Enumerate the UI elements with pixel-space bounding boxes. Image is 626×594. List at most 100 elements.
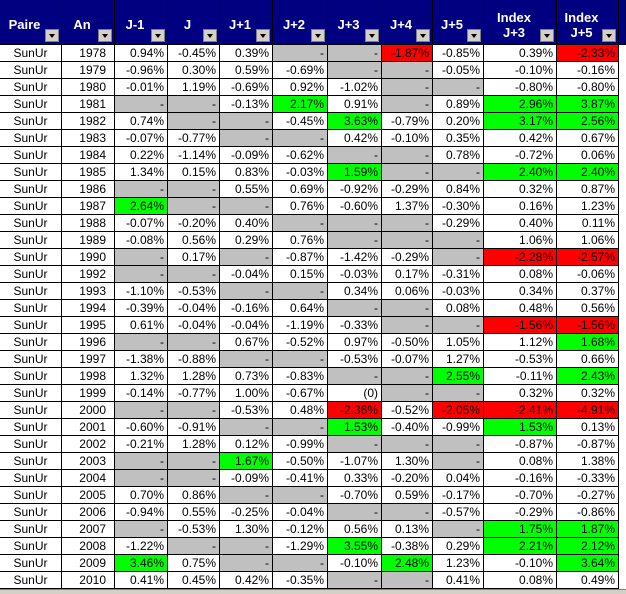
value-cell: -0.29% xyxy=(484,504,557,521)
filter-button[interactable] xyxy=(416,29,430,42)
pair-cell: SunUr xyxy=(0,385,62,402)
value-cell: -0.04% xyxy=(168,317,220,334)
filter-button[interactable] xyxy=(151,29,165,42)
value-cell: 0.06% xyxy=(557,147,619,164)
value-cell: -0.53% xyxy=(328,351,382,368)
value-cell: -0.16% xyxy=(484,470,557,487)
filter-button[interactable] xyxy=(256,29,270,42)
value-cell: -0.08% xyxy=(115,232,168,249)
year-cell: 2009 xyxy=(62,555,115,572)
value-cell: 1.38% xyxy=(557,453,619,470)
value-cell: 0.15% xyxy=(273,266,328,283)
value-cell: - xyxy=(382,147,433,164)
value-cell: - xyxy=(115,334,168,351)
value-cell: 0.91% xyxy=(328,96,382,113)
value-cell: -0.50% xyxy=(382,334,433,351)
value-cell: -0.91% xyxy=(168,419,220,436)
year-cell: 2003 xyxy=(62,453,115,470)
year-cell: 1989 xyxy=(62,232,115,249)
value-cell: 0.87% xyxy=(557,181,619,198)
value-cell: -0.09% xyxy=(220,147,273,164)
value-cell: 2.40% xyxy=(484,164,557,181)
value-cell: - xyxy=(168,538,220,555)
value-cell: - xyxy=(328,436,382,453)
value-cell: -0.10% xyxy=(484,555,557,572)
value-cell: - xyxy=(220,538,273,555)
value-cell: -0.94% xyxy=(115,504,168,521)
value-cell: 1.30% xyxy=(220,521,273,538)
value-cell: 0.13% xyxy=(382,521,433,538)
value-cell: - xyxy=(168,453,220,470)
value-cell: - xyxy=(433,317,484,334)
filter-button[interactable] xyxy=(45,29,59,42)
value-cell: 0.59% xyxy=(220,62,273,79)
filter-button[interactable] xyxy=(203,29,217,42)
value-cell: -1.22% xyxy=(115,538,168,555)
value-cell: 0.22% xyxy=(115,147,168,164)
year-cell: 2006 xyxy=(62,504,115,521)
value-cell: -0.35% xyxy=(273,572,328,589)
value-cell: 0.08% xyxy=(484,266,557,283)
year-cell: 2007 xyxy=(62,521,115,538)
value-cell: -0.80% xyxy=(557,79,619,96)
pair-cell: SunUr xyxy=(0,45,62,62)
year-cell: 2008 xyxy=(62,538,115,555)
value-cell: 0.66% xyxy=(557,351,619,368)
filter-button[interactable] xyxy=(98,29,112,42)
year-cell: 1985 xyxy=(62,164,115,181)
value-cell: 3.64% xyxy=(557,555,619,572)
value-cell: - xyxy=(382,572,433,589)
filter-button[interactable] xyxy=(311,29,325,42)
value-cell: 0.55% xyxy=(168,504,220,521)
value-cell: - xyxy=(382,300,433,317)
value-cell: -0.16% xyxy=(557,62,619,79)
value-cell: 0.34% xyxy=(328,283,382,300)
value-cell: -0.11% xyxy=(484,368,557,385)
value-cell: 0.41% xyxy=(433,572,484,589)
value-cell: 1.06% xyxy=(484,232,557,249)
filter-button[interactable] xyxy=(540,29,554,42)
value-cell: -0.52% xyxy=(382,402,433,419)
filter-button[interactable] xyxy=(602,29,616,42)
value-cell: - xyxy=(168,266,220,283)
year-cell: 1982 xyxy=(62,113,115,130)
value-cell: -1.14% xyxy=(168,147,220,164)
pair-cell: SunUr xyxy=(0,572,62,589)
value-cell: - xyxy=(328,45,382,62)
value-cell: 0.55% xyxy=(220,181,273,198)
value-cell: -0.21% xyxy=(115,436,168,453)
value-cell: 1.23% xyxy=(557,198,619,215)
column-header: J+5 xyxy=(433,0,484,45)
year-cell: 2004 xyxy=(62,470,115,487)
value-cell: -1.87% xyxy=(382,45,433,62)
value-cell: - xyxy=(433,521,484,538)
value-cell: - xyxy=(433,453,484,470)
value-cell: 0.39% xyxy=(484,45,557,62)
column-header: J xyxy=(168,0,220,45)
value-cell: -1.56% xyxy=(484,317,557,334)
value-cell: 0.67% xyxy=(220,334,273,351)
value-cell: 1.06% xyxy=(557,232,619,249)
pair-cell: SunUr xyxy=(0,164,62,181)
year-cell: 2002 xyxy=(62,436,115,453)
value-cell: - xyxy=(115,249,168,266)
value-cell: - xyxy=(328,300,382,317)
value-cell: -0.67% xyxy=(273,385,328,402)
value-cell: -0.70% xyxy=(328,487,382,504)
value-cell: 3.17% xyxy=(484,113,557,130)
value-cell: - xyxy=(382,436,433,453)
pair-cell: SunUr xyxy=(0,249,62,266)
value-cell: -1.56% xyxy=(557,317,619,334)
filter-button[interactable] xyxy=(365,29,379,42)
value-cell: 1.23% xyxy=(433,555,484,572)
filter-button[interactable] xyxy=(467,29,481,42)
year-cell: 1993 xyxy=(62,283,115,300)
year-cell: 1997 xyxy=(62,351,115,368)
value-cell: - xyxy=(115,402,168,419)
value-cell: 0.11% xyxy=(557,215,619,232)
value-cell: -0.33% xyxy=(557,470,619,487)
value-cell: 2.21% xyxy=(484,538,557,555)
value-cell: -0.06% xyxy=(557,266,619,283)
value-cell: - xyxy=(220,555,273,572)
value-cell: - xyxy=(328,232,382,249)
